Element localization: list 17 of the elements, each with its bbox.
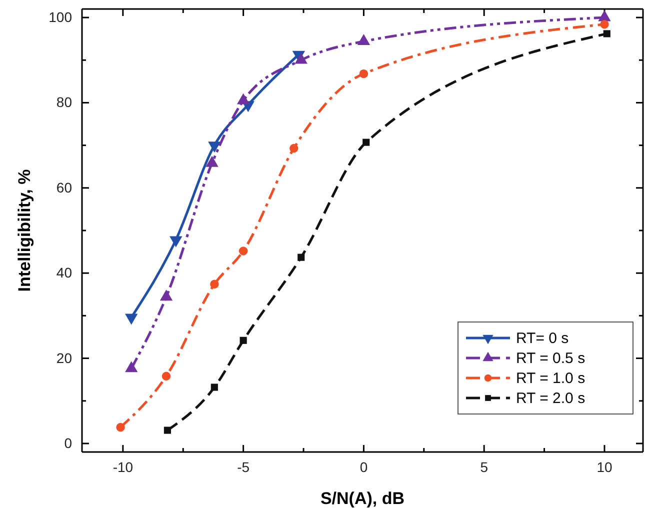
y-tick-label: 40 <box>56 264 72 281</box>
legend-label: RT= 0 s <box>516 330 569 347</box>
y-tick-label: 0 <box>64 434 72 451</box>
x-tick-label: -5 <box>237 458 250 475</box>
legend-label: RT = 1.0 s <box>516 370 586 387</box>
legend-label: RT = 2.0 s <box>516 390 586 407</box>
y-axis-title: Intelligibility, % <box>15 169 34 292</box>
x-tick-label: 5 <box>480 458 488 475</box>
x-tick-label: 0 <box>360 458 368 475</box>
y-tick-label: 100 <box>48 9 72 25</box>
y-tick-label: 20 <box>56 350 72 366</box>
legend-label: RT = 0.5 s <box>516 350 586 367</box>
x-axis-title: S/N(A), dB <box>320 489 405 508</box>
x-tick-label: -10 <box>112 458 134 475</box>
y-tick-label: 80 <box>56 94 72 110</box>
x-tick-label: 10 <box>596 458 612 475</box>
y-tick-label: 60 <box>56 179 72 196</box>
